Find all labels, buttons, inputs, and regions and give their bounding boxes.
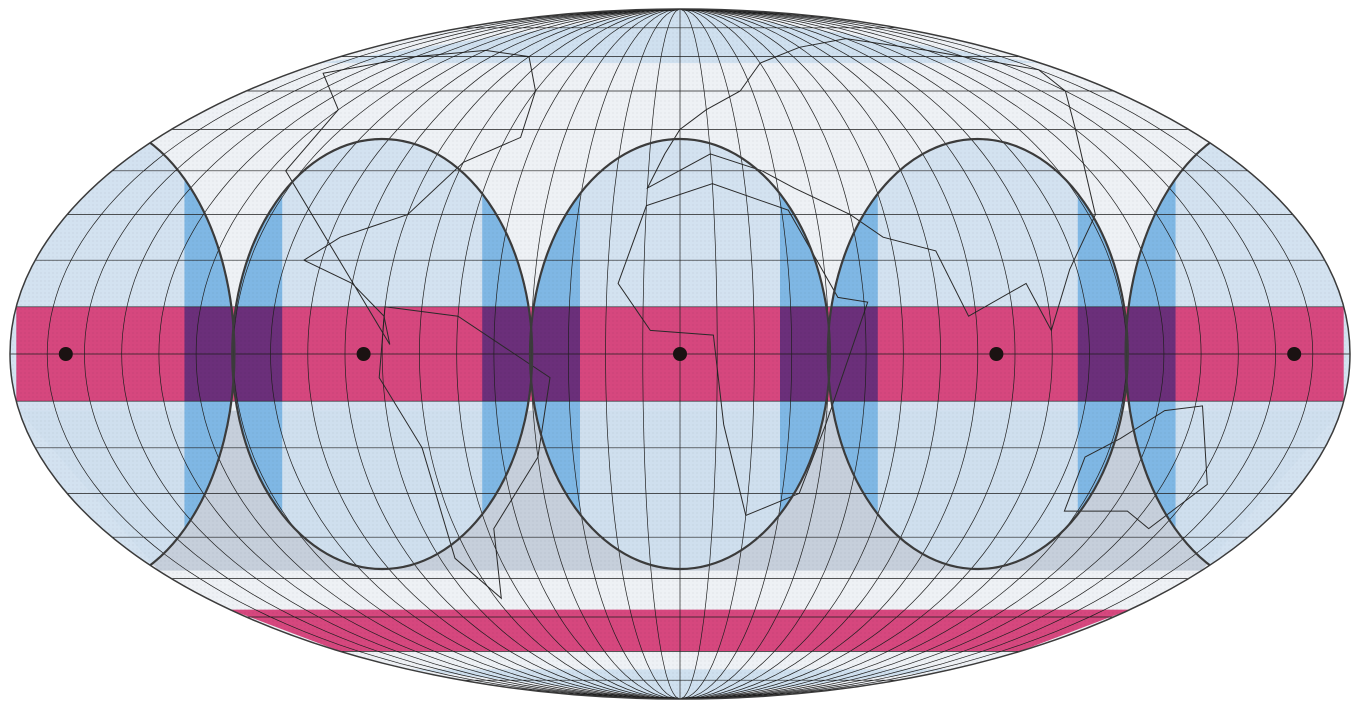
center-point-dot-1 [58, 347, 73, 361]
center-point-dot-2 [356, 347, 371, 361]
zone-africa-outline [528, 137, 832, 571]
center-point-dot-4 [989, 347, 1004, 361]
center-point-dot-5 [1287, 347, 1302, 361]
zone-indian-ocean-outline [826, 137, 1129, 571]
map-border [9, 8, 1351, 700]
center-points [58, 347, 1302, 361]
center-point-dot-3 [673, 347, 687, 361]
zone-americas-outline [231, 137, 534, 571]
